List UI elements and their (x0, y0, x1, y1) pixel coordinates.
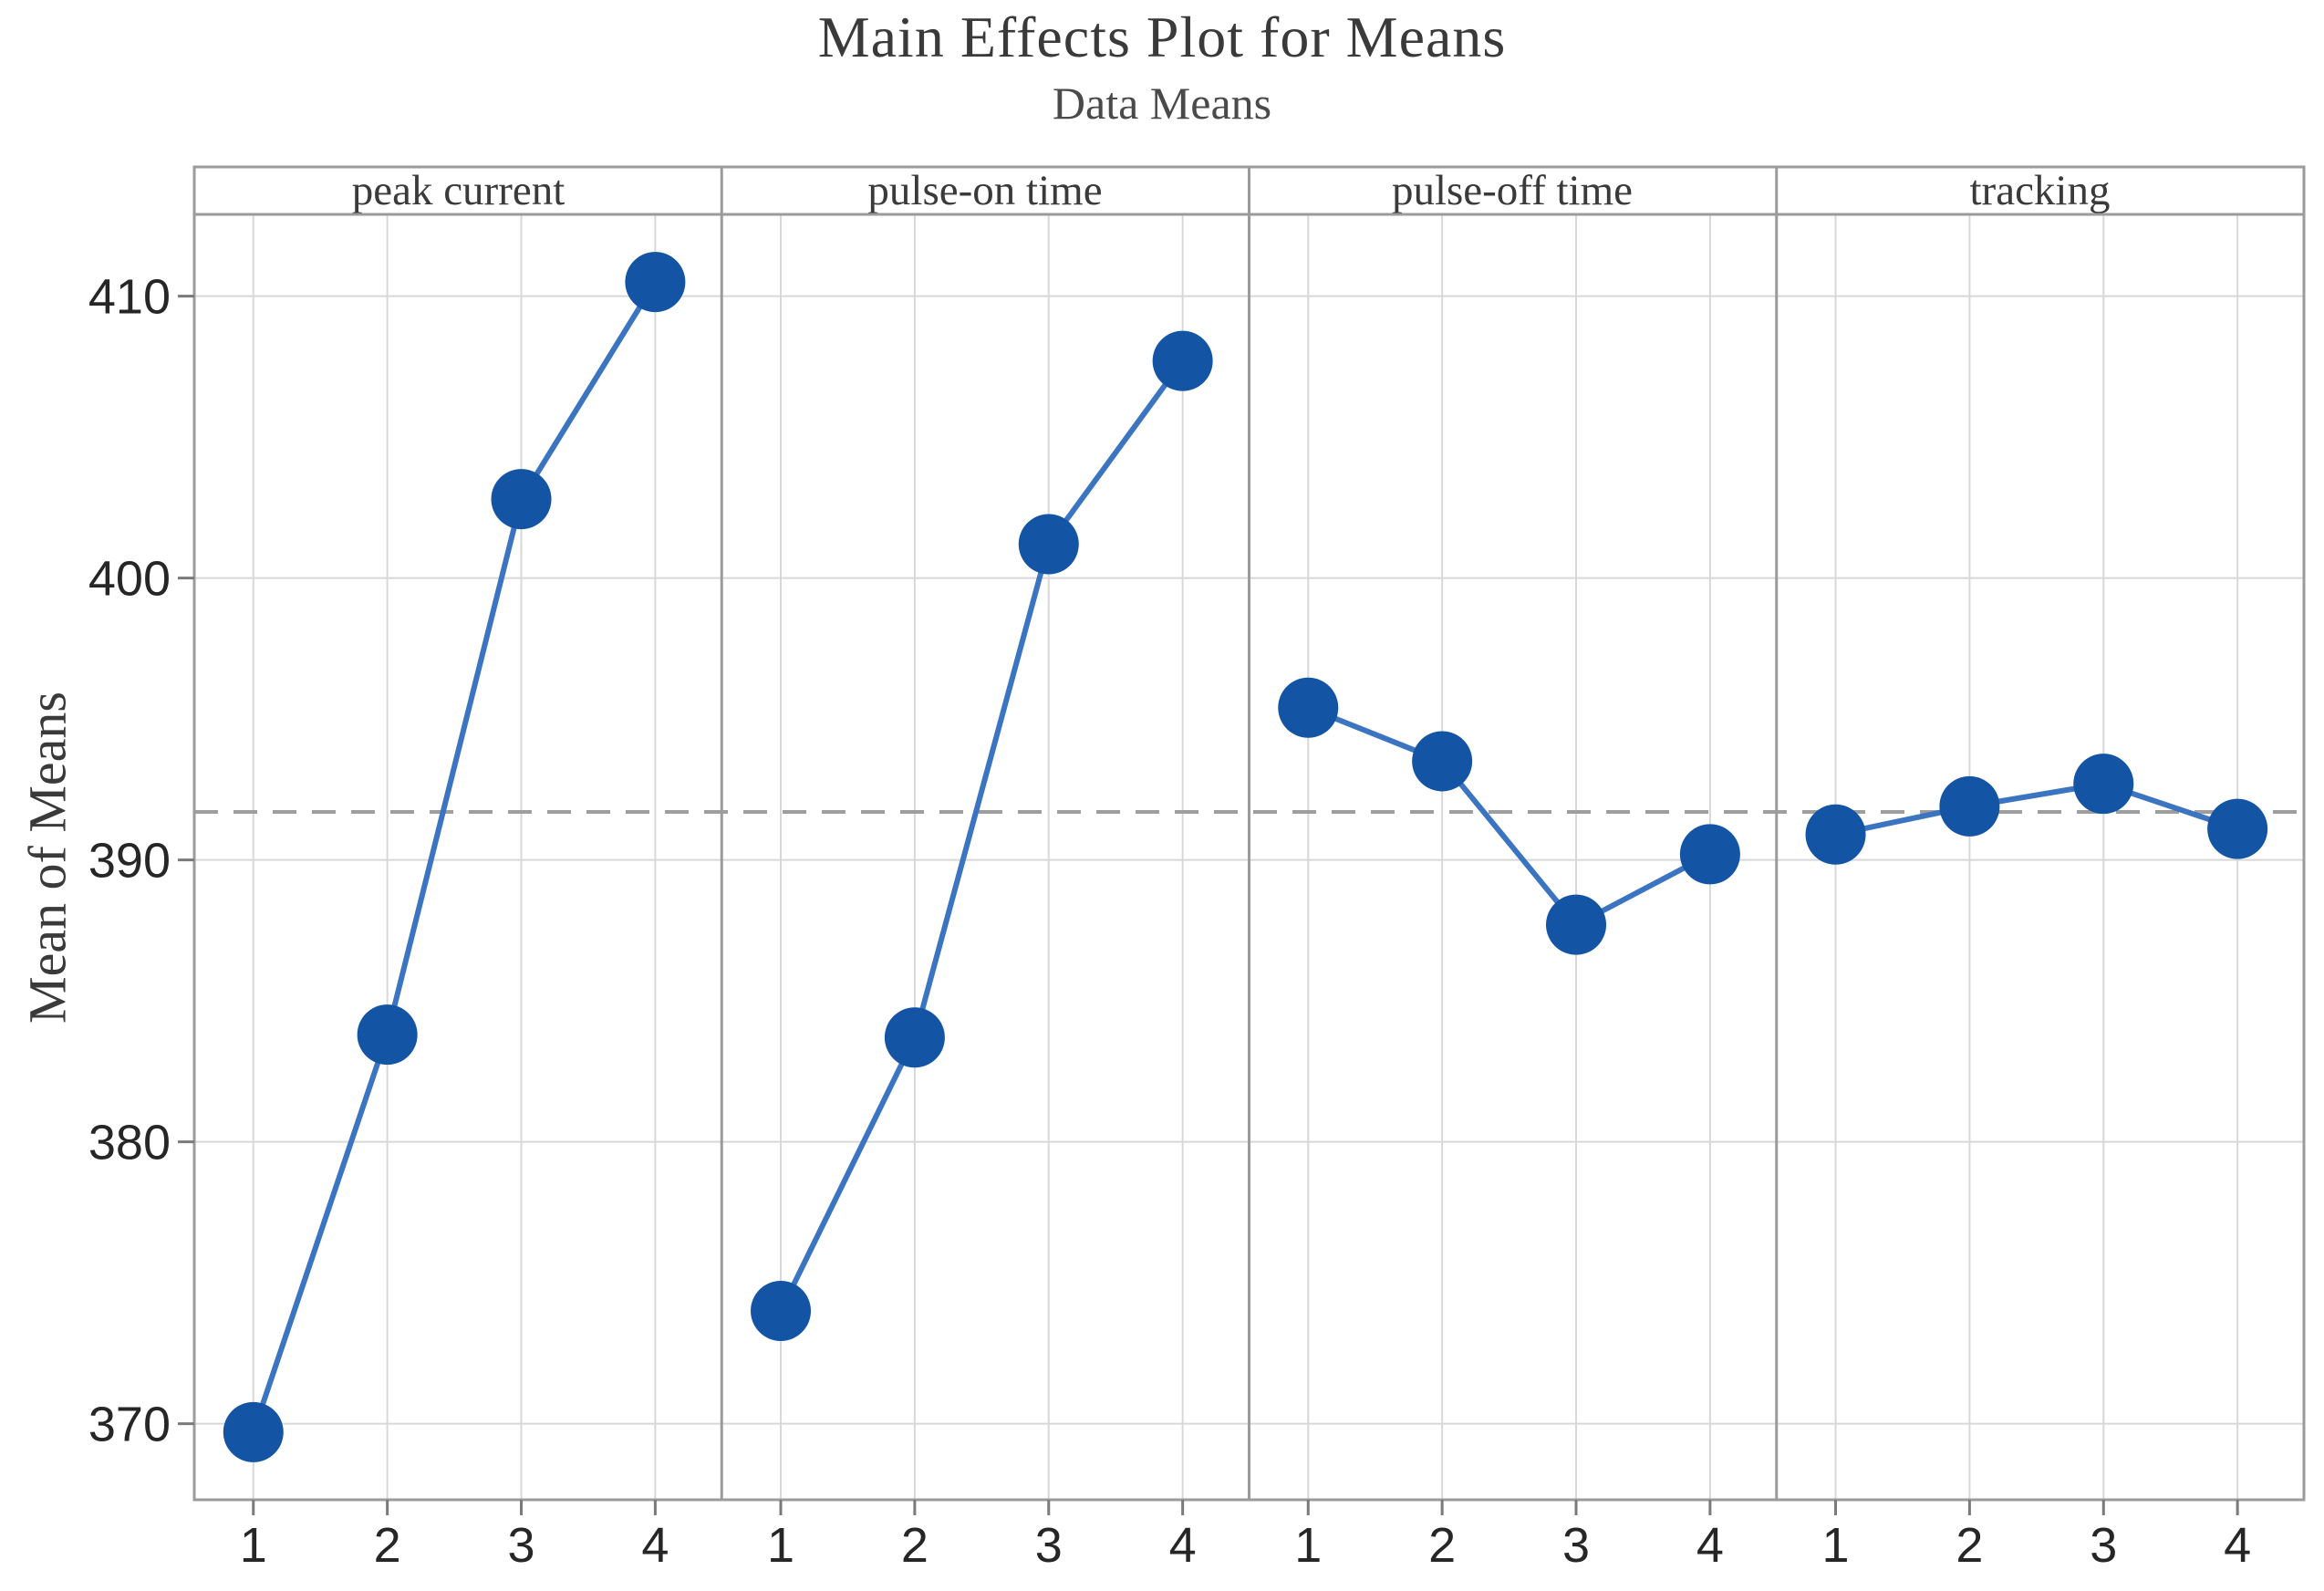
data-point (625, 252, 686, 313)
panel-header-pulse-on-time: pulse-on time (867, 167, 1103, 214)
y-tick-label: 390 (88, 834, 171, 889)
panel-header-pulse-off-time: pulse-off time (1391, 167, 1634, 214)
y-tick-label: 380 (88, 1116, 171, 1170)
x-tick-label: 1 (767, 1518, 794, 1573)
data-point (491, 469, 552, 530)
panel-header-peak-current: peak current (351, 167, 565, 214)
x-tick-label: 4 (1696, 1518, 1724, 1573)
data-point (2207, 798, 2268, 859)
data-point (1412, 731, 1473, 792)
panel-header-tracking: tracking (1969, 167, 2111, 214)
data-point (357, 1004, 418, 1066)
x-tick-label: 1 (240, 1518, 267, 1573)
data-point (1939, 775, 2000, 837)
data-point (1805, 804, 1866, 865)
data-point (751, 1280, 812, 1341)
y-tick-label: 370 (88, 1398, 171, 1452)
x-tick-label: 3 (507, 1518, 534, 1573)
chart-subtitle: Data Means (1052, 78, 1272, 129)
data-point (223, 1401, 284, 1462)
x-tick-label: 3 (1562, 1518, 1590, 1573)
data-point (1152, 330, 1213, 391)
x-tick-label: 2 (1428, 1518, 1456, 1573)
x-tick-label: 4 (1169, 1518, 1197, 1573)
series-line (778, 359, 1186, 1313)
data-point (1018, 514, 1079, 575)
data-point (1278, 677, 1339, 738)
y-tick-label: 400 (88, 552, 171, 607)
data-point (1679, 824, 1740, 885)
x-tick-label: 4 (2224, 1518, 2251, 1573)
plot-border (192, 165, 2306, 1502)
series-line (1834, 781, 2239, 837)
series-line (250, 280, 658, 1433)
data-point (1546, 894, 1607, 955)
x-tick-label: 2 (901, 1518, 929, 1573)
chart-title: Main Effects Plot for Means (817, 5, 1507, 69)
x-tick-label: 1 (1294, 1518, 1322, 1573)
x-tick-label: 1 (1821, 1518, 1849, 1573)
x-tick-label: 3 (2090, 1518, 2117, 1573)
data-point (2073, 754, 2134, 815)
x-tick-label: 3 (1035, 1518, 1063, 1573)
x-tick-label: 2 (1956, 1518, 1983, 1573)
series-line (1307, 704, 1712, 929)
x-tick-label: 4 (641, 1518, 669, 1573)
x-tick-label: 2 (374, 1518, 401, 1573)
y-tick-label: 410 (88, 270, 171, 325)
data-point (884, 1007, 945, 1068)
